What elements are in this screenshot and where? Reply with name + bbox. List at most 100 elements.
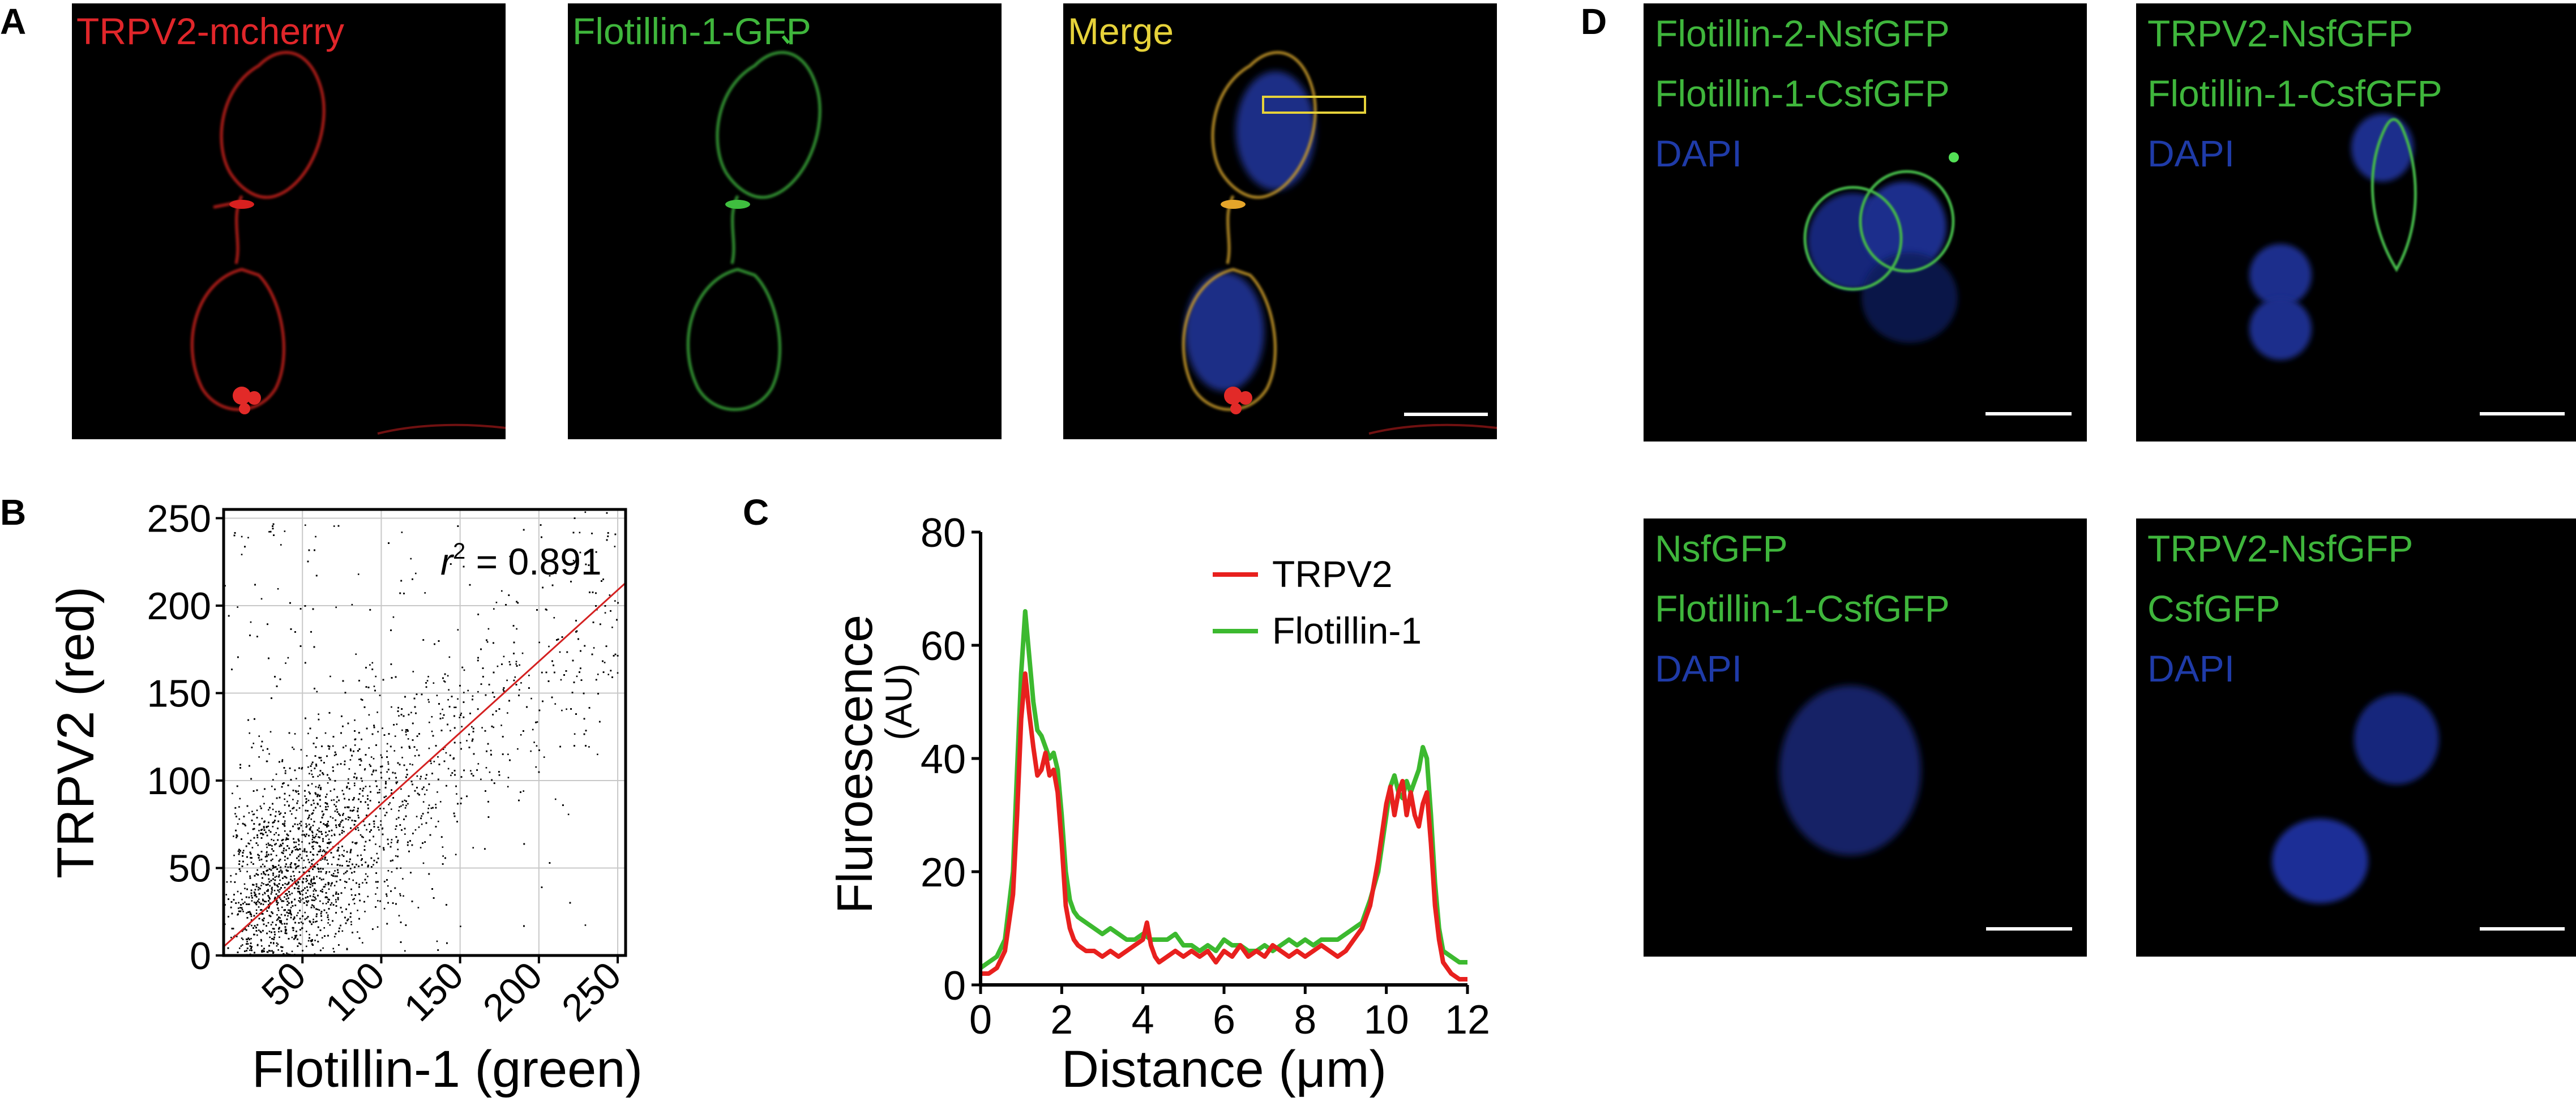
scatter-point: [307, 732, 309, 735]
scatter-point: [403, 895, 404, 897]
scatter-point: [561, 709, 563, 712]
scatter-point: [390, 808, 392, 810]
scatter-point: [239, 870, 241, 872]
scatter-point: [242, 938, 244, 940]
scatter-point: [357, 573, 360, 575]
scatter-point: [404, 807, 406, 809]
scatter-point: [272, 808, 274, 811]
scatter-point: [367, 795, 369, 797]
scatter-point: [325, 902, 327, 905]
scatter-point: [313, 893, 315, 895]
scatter-point: [348, 861, 350, 863]
scatter-point: [259, 805, 262, 807]
scatter-point: [536, 721, 538, 723]
scatter-point: [353, 820, 356, 822]
scatter-point: [460, 713, 463, 714]
scatter-point: [399, 893, 401, 895]
scatter-point: [318, 909, 320, 911]
scatter-point: [241, 554, 243, 555]
scatter-point: [467, 689, 469, 692]
scatter-point: [301, 890, 303, 892]
scatter-point: [332, 948, 335, 950]
scatter-point: [350, 850, 352, 852]
scatter-point: [266, 854, 268, 856]
scatter-point: [331, 883, 332, 885]
scatter-point: [262, 899, 264, 902]
scatter-point: [237, 890, 239, 893]
scatter-point: [383, 808, 385, 809]
scatter-point: [402, 804, 404, 806]
scatter-point: [378, 829, 380, 831]
scatter-point: [430, 762, 432, 764]
scatter-point: [426, 680, 429, 682]
scatter-point: [255, 902, 256, 905]
scatter-point: [431, 715, 433, 718]
scatter-point: [277, 943, 279, 945]
scatter-point: [436, 695, 438, 696]
scatter-point: [360, 834, 362, 836]
scatter-point: [343, 850, 345, 852]
scatter-point: [517, 748, 519, 750]
scatter-point: [268, 753, 270, 755]
scatter-grid: [224, 509, 626, 956]
scatter-point: [318, 836, 319, 838]
scatter-point: [250, 915, 253, 918]
scatter-point: [377, 900, 379, 902]
scatter-point: [271, 845, 273, 847]
micrograph-d1: Flotillin-2-NsfGFP Flotillin-1-CsfGFP DA…: [1644, 3, 2087, 442]
scatter-point: [427, 676, 429, 678]
scatter-point: [355, 843, 357, 845]
scatter-point: [307, 859, 309, 861]
scatter-point: [363, 769, 366, 771]
scatter-point: [398, 809, 400, 812]
scatter-point: [347, 818, 349, 821]
scatter-point: [247, 925, 250, 927]
scatter-point: [260, 903, 262, 905]
scatter-point: [353, 807, 355, 808]
scatter-point: [318, 713, 319, 715]
scatter-point: [280, 544, 282, 546]
scatter-point: [400, 805, 402, 807]
scatter-point: [506, 679, 508, 682]
d1-label-line-2: Flotillin-1-CsfGFP: [1655, 72, 1950, 114]
scatter-point: [429, 721, 430, 723]
scatter-point: [251, 900, 253, 902]
scatter-point: [258, 929, 260, 931]
scatter-point: [247, 832, 249, 834]
scatter-point: [443, 680, 445, 682]
scatter-point: [343, 873, 345, 875]
scatter-point: [372, 771, 374, 773]
scatter-point: [300, 921, 302, 923]
scatter-point: [407, 803, 409, 805]
scatter-point: [329, 924, 331, 926]
scatter-point: [396, 781, 399, 783]
scatter-point: [277, 864, 280, 866]
scatter-point: [298, 828, 299, 830]
scatter-point: [328, 888, 330, 890]
scatter-point: [288, 909, 289, 911]
d2-label-line-2: Flotillin-1-CsfGFP: [2147, 72, 2442, 114]
scatter-point: [275, 843, 277, 845]
scatter-point: [463, 692, 465, 693]
scatter-point: [247, 842, 249, 845]
scatter-point: [272, 858, 273, 860]
scatter-point: [480, 778, 482, 781]
scatter-point: [291, 936, 293, 938]
scatter-point: [528, 674, 530, 676]
scatter-point: [349, 759, 352, 761]
scatter-point: [346, 948, 348, 950]
scatter-point: [319, 757, 320, 759]
scatter-point: [472, 695, 474, 697]
scatter-point: [614, 600, 616, 602]
scatter-point: [281, 759, 284, 761]
scatter-point: [287, 866, 289, 868]
scatter-point: [320, 757, 322, 758]
scatter-point: [263, 827, 265, 829]
scatter-point: [225, 894, 228, 895]
scatter-point: [278, 931, 280, 933]
scatter-point: [246, 941, 248, 942]
scatter-point: [284, 830, 286, 832]
cell-image-d3: [1779, 685, 1921, 855]
scatter-point: [279, 897, 281, 899]
scatter-point: [253, 743, 255, 744]
